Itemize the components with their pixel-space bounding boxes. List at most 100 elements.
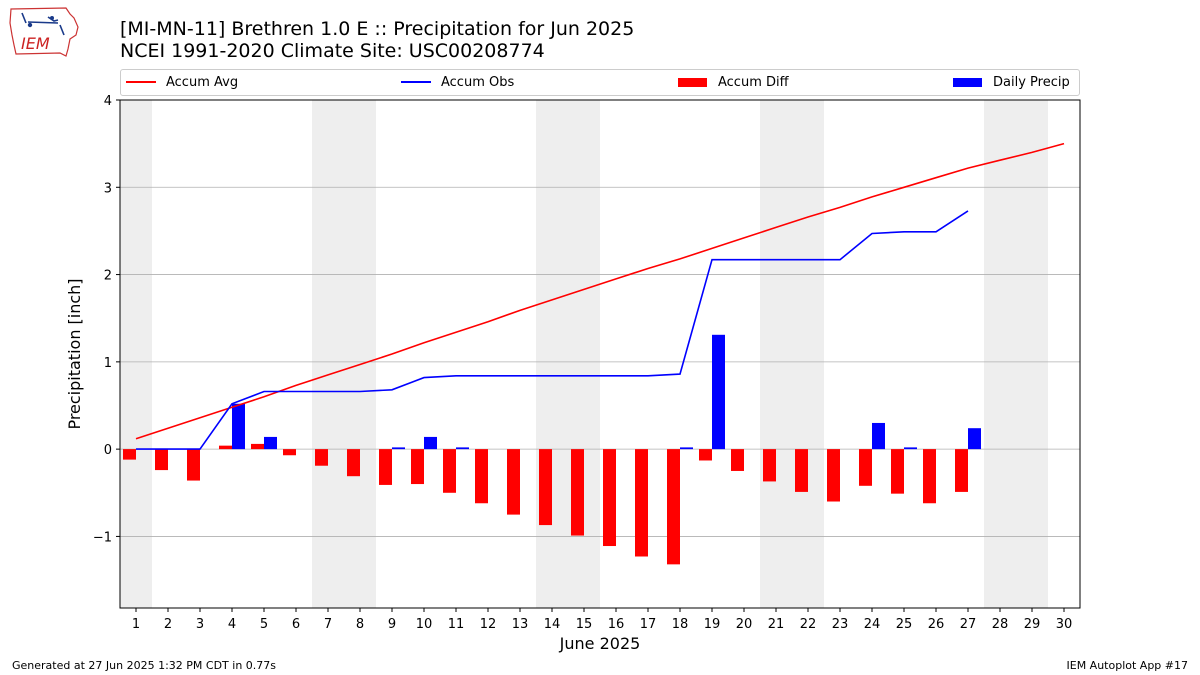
x-tick-label: 11 xyxy=(448,617,465,632)
accum-diff-bar xyxy=(283,449,296,456)
footer-app-text: IEM Autoplot App #17 xyxy=(1066,659,1189,672)
legend-label: Accum Avg xyxy=(166,74,239,90)
x-tick-label: 5 xyxy=(260,617,268,632)
legend-item-accum-diff: Accum Diff xyxy=(678,73,789,91)
weekend-shade xyxy=(536,100,600,608)
y-axis: −1 0 1 2 3 4 xyxy=(93,94,120,545)
x-tick-label: 25 xyxy=(896,617,913,632)
accum-diff-bars xyxy=(123,443,968,565)
accum-diff-bar xyxy=(955,449,968,492)
x-tick-label: 4 xyxy=(228,617,236,632)
x-tick-label: 29 xyxy=(1024,617,1041,632)
y-tick-label: 4 xyxy=(104,94,112,109)
x-tick-label: 22 xyxy=(800,617,817,632)
accum-diff-bar xyxy=(571,449,584,536)
daily-precip-bar xyxy=(456,447,469,450)
daily-precip-bar xyxy=(424,436,437,450)
accum-diff-bar xyxy=(763,449,776,482)
x-tick-label: 3 xyxy=(196,617,204,632)
y-tick-label: 0 xyxy=(104,443,112,458)
iem-logo: IEM xyxy=(9,7,79,57)
daily-precip-bar xyxy=(232,403,245,450)
accum-lines xyxy=(135,142,1065,450)
x-tick-label: 20 xyxy=(736,617,753,632)
accum-diff-bar xyxy=(667,449,680,565)
accum-diff-bar xyxy=(379,449,392,485)
x-axis: 1 2 3 4 5 6 7 8 9 10 11 12 13 14 15 16 17 18 19 20 21 22 23 24 2… xyxy=(132,608,1072,632)
accum-obs-line xyxy=(136,210,969,450)
x-tick-label: 7 xyxy=(324,617,332,632)
accum-diff-swatch xyxy=(678,77,707,87)
x-tick-label: 24 xyxy=(864,617,881,632)
title-line-2: NCEI 1991-2020 Climate Site: USC00208774 xyxy=(120,40,545,62)
daily-precip-bars xyxy=(232,334,981,450)
accum-diff-bar xyxy=(219,445,232,450)
daily-precip-bar xyxy=(904,447,917,450)
accum-diff-bar xyxy=(635,449,648,557)
x-tick-label: 19 xyxy=(704,617,721,632)
x-tick-label: 26 xyxy=(928,617,945,632)
x-tick-label: 8 xyxy=(356,617,364,632)
weekend-shade xyxy=(760,100,824,608)
y-tick-label: 3 xyxy=(104,181,112,196)
x-tick-label: 14 xyxy=(544,617,561,632)
accum-diff-bar xyxy=(315,449,328,466)
legend-label: Accum Obs xyxy=(441,74,515,90)
daily-precip-bar xyxy=(968,428,981,450)
plot-frame xyxy=(119,99,1081,609)
y-tick-label: 2 xyxy=(104,269,112,284)
x-tick-label: 2 xyxy=(164,617,172,632)
y-tick-label: −1 xyxy=(93,530,112,545)
iem-logo-text: IEM xyxy=(21,34,50,53)
weekend-shade xyxy=(120,100,152,608)
accum-diff-bar xyxy=(795,449,808,492)
accum-diff-bar xyxy=(411,449,424,485)
chart-title: [MI-MN-11] Brethren 1.0 E :: Precipitati… xyxy=(120,18,634,62)
footer-generated-text: Generated at 27 Jun 2025 1:32 PM CDT in … xyxy=(12,659,277,672)
x-axis-label: June 2025 xyxy=(559,634,641,653)
weather-instrument-icon xyxy=(21,12,65,36)
x-tick-label: 15 xyxy=(576,617,593,632)
x-tick-label: 27 xyxy=(960,617,977,632)
accum-diff-bar xyxy=(827,449,840,502)
chart-legend: Accum Avg Accum Obs Accum Diff Daily Pre… xyxy=(120,69,1080,96)
x-tick-label: 12 xyxy=(480,617,497,632)
y-axis-label: Precipitation [inch] xyxy=(65,278,84,429)
iowa-outline-icon xyxy=(9,7,79,57)
x-tick-label: 6 xyxy=(292,617,300,632)
accum-diff-bar xyxy=(123,449,136,460)
x-tick-label: 13 xyxy=(512,617,529,632)
daily-precip-bar xyxy=(392,447,405,450)
daily-precip-swatch xyxy=(953,77,982,87)
x-tick-label: 17 xyxy=(640,617,657,632)
title-line-1: [MI-MN-11] Brethren 1.0 E :: Precipitati… xyxy=(120,18,635,40)
accum-diff-bar xyxy=(923,449,936,504)
legend-item-accum-obs: Accum Obs xyxy=(401,73,514,91)
x-tick-label: 10 xyxy=(416,617,433,632)
accum-diff-bar xyxy=(475,449,488,504)
accum-diff-bar xyxy=(603,449,616,547)
x-tick-label: 9 xyxy=(388,617,396,632)
accum-diff-bar xyxy=(891,449,904,494)
x-tick-label: 1 xyxy=(132,617,140,632)
accum-diff-bar xyxy=(251,443,264,450)
legend-label: Accum Diff xyxy=(718,74,789,90)
accum-diff-bar xyxy=(347,449,360,477)
daily-precip-bar xyxy=(680,447,693,450)
y-tick-label: 1 xyxy=(104,356,112,371)
accum-diff-bar xyxy=(443,449,456,493)
daily-precip-bar xyxy=(712,334,725,450)
legend-item-daily-precip: Daily Precip xyxy=(953,73,1070,91)
x-tick-label: 16 xyxy=(608,617,625,632)
legend-label: Daily Precip xyxy=(993,74,1070,90)
x-tick-label: 23 xyxy=(832,617,849,632)
accum-diff-bar xyxy=(539,449,552,526)
accum-diff-bar xyxy=(507,449,520,515)
accum-diff-bar xyxy=(187,449,200,481)
accum-avg-swatch xyxy=(126,81,156,83)
weekend-shade xyxy=(312,100,376,608)
accum-obs-swatch xyxy=(401,81,431,83)
legend-item-accum-avg: Accum Avg xyxy=(126,73,238,91)
x-tick-label: 21 xyxy=(768,617,785,632)
